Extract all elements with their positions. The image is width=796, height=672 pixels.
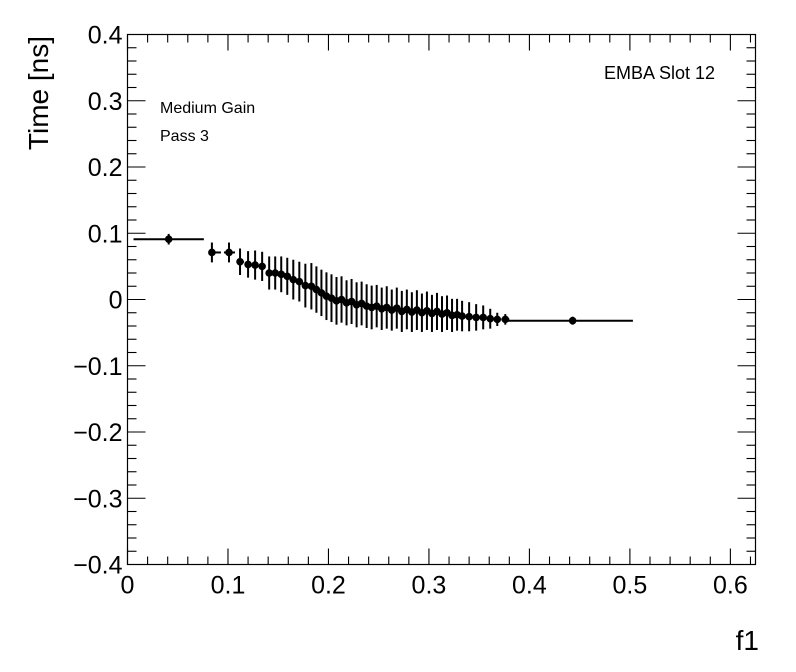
data-point	[236, 257, 244, 266]
y-tick-label: 0.1	[88, 220, 123, 248]
x-tick-label: 0.5	[613, 572, 648, 600]
x-tick-label: 0.4	[512, 572, 547, 600]
x-tick-label: 0.1	[211, 572, 246, 600]
data-point	[251, 261, 259, 269]
data-point	[458, 312, 466, 320]
data-point	[479, 313, 487, 322]
y-tick-label: −0.3	[73, 485, 122, 513]
data-point	[208, 248, 216, 257]
x-tick-label: 0	[121, 572, 135, 600]
data-point	[568, 316, 577, 325]
annotation-pass: Pass 3	[160, 128, 209, 145]
data-point	[271, 269, 280, 277]
data-point	[472, 313, 480, 322]
y-tick-label: 0.2	[88, 154, 123, 182]
data-point	[501, 315, 510, 324]
data-point	[265, 269, 273, 277]
data-point	[295, 277, 304, 286]
data-point	[301, 281, 310, 290]
data-point	[486, 314, 495, 323]
data-point	[465, 312, 473, 321]
x-tick-label: 0.3	[412, 572, 447, 600]
y-tick-label: −0.2	[73, 419, 122, 447]
data-point	[244, 260, 252, 269]
axis-ticks	[126, 33, 756, 566]
x-tick-label: 0.6	[713, 572, 748, 600]
y-tick-label: −0.1	[73, 353, 122, 381]
data-points	[164, 235, 577, 325]
axis-tick-labels: 0 0.1 0.2 0.3 0.4 0.5 0.6 −0.4 −0.3 −0.2 −0.1 0 0.1 0…	[73, 22, 748, 600]
data-point	[289, 275, 298, 284]
annotation-gain: Medium Gain	[160, 100, 255, 117]
y-axis-title: Time [ns]	[23, 36, 54, 150]
y-tick-label: −0.4	[73, 552, 122, 580]
data-point	[164, 235, 173, 244]
data-point	[258, 262, 266, 271]
y-tick-label: 0.4	[88, 22, 123, 50]
x-tick-label: 0.2	[311, 572, 346, 600]
data-point	[225, 248, 233, 257]
x-axis-title: f1	[736, 625, 759, 656]
y-tick-label: 0	[109, 287, 123, 315]
data-point	[283, 272, 292, 281]
y-tick-label: 0.3	[88, 88, 123, 116]
data-point	[493, 315, 502, 324]
data-point	[277, 270, 286, 279]
annotation-slot: EMBA Slot 12	[604, 63, 715, 83]
